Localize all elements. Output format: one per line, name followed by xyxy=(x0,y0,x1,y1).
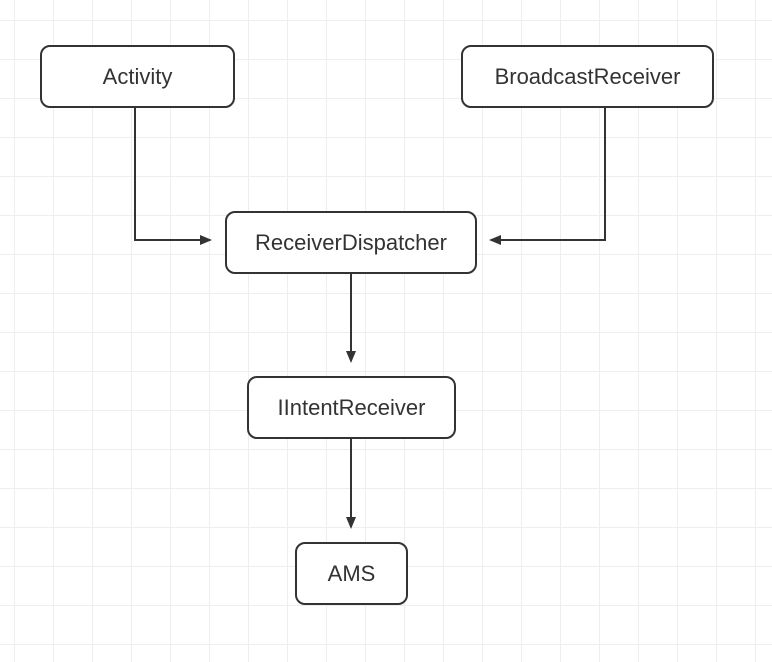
node-label: IIntentReceiver xyxy=(278,395,426,421)
node-activity: Activity xyxy=(40,45,235,108)
node-receiver-dispatcher: ReceiverDispatcher xyxy=(225,211,477,274)
node-label: AMS xyxy=(328,561,376,587)
node-label: Activity xyxy=(103,64,173,90)
diagram-canvas: Activity BroadcastReceiver ReceiverDispa… xyxy=(0,0,772,662)
node-label: BroadcastReceiver xyxy=(495,64,681,90)
node-broadcast-receiver: BroadcastReceiver xyxy=(461,45,714,108)
node-ams: AMS xyxy=(295,542,408,605)
node-label: ReceiverDispatcher xyxy=(255,230,447,256)
node-iintent-receiver: IIntentReceiver xyxy=(247,376,456,439)
